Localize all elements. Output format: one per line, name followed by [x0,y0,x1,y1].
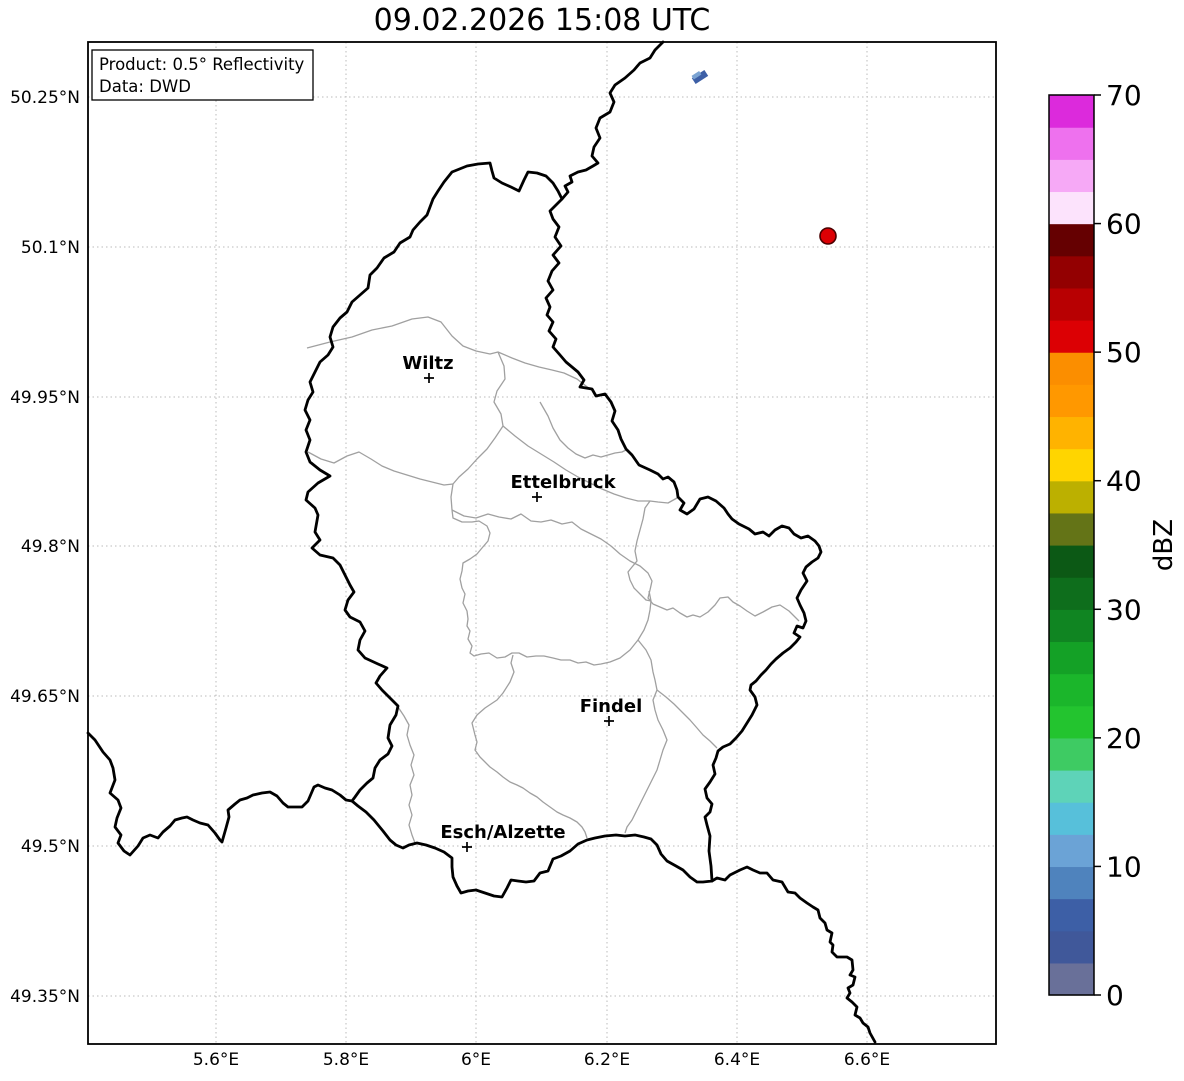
x-tick-label: 5.8°E [323,1050,369,1070]
radar-echoes [691,69,837,245]
x-tick-label: 5.6°E [193,1050,239,1070]
canton-borders [306,316,800,844]
city-label: Ettelbruck [510,472,616,493]
y-tick-label: 50.1°N [21,238,80,258]
luxembourg-border [303,161,823,899]
axes-frame [87,41,997,1045]
colorbar-segment [1049,191,1094,225]
colorbar-segment [1049,802,1094,835]
y-tick-label: 49.8°N [21,537,80,557]
y-tick-label: 49.65°N [10,687,80,707]
plot-title: 09.02.2026 15:08 UTC [374,3,711,38]
colorbar-segment [1049,577,1094,610]
gridlines [88,42,996,1044]
y-tick-label: 49.35°N [10,987,80,1007]
y-tick-label: 49.5°N [21,837,80,857]
city-marker [462,842,472,852]
colorbar-segment [1049,448,1094,482]
colorbar-tick-label: 50 [1106,336,1142,369]
y-tick-label: 49.95°N [10,388,80,408]
colorbar-segment [1049,737,1094,771]
city-label: Esch/Alzette [440,822,565,843]
x-tick-label: 6.2°E [584,1050,630,1070]
city-label: Wiltz [402,353,453,374]
colorbar-tick-label: 20 [1106,722,1142,755]
colorbar-segment [1049,898,1094,932]
colorbar-tick-label: 60 [1106,208,1142,241]
colorbar-segment [1049,384,1094,418]
colorbar-tick-label: 0 [1106,979,1124,1012]
colorbar-segment [1049,352,1094,385]
radar-echo-pixel-highlight [691,71,702,80]
colorbar-segment [1049,930,1094,964]
info-box-source: Data: DWD [99,77,191,96]
colorbar-segment [1049,255,1094,289]
colorbar-frame [1048,94,1095,996]
city-label: Findel [580,696,643,717]
colorbar-tick-label: 30 [1106,593,1142,626]
city-marker [424,373,434,383]
colorbar-segment [1049,95,1094,128]
x-tick-label: 6.4°E [714,1050,760,1070]
city-marker [604,716,614,726]
y-axis-tick-labels: 50.25°N 50.1°N 49.95°N 49.8°N 49.65°N 49.5°N 4… [10,88,80,1007]
colorbar-segment [1049,866,1094,900]
belgium-germany-border [560,40,665,201]
colorbar-tick-label: 40 [1106,465,1142,498]
colorbar: 0 10 20 30 40 50 60 70 [1048,79,1142,1012]
city-markers: Wiltz Ettelbruck Findel Esch/Alzette [402,353,642,852]
colorbar-segment [1049,545,1094,578]
colorbar-segment [1049,480,1094,514]
radar-echo-pixel-core [691,69,709,85]
country-borders [86,40,877,1044]
x-tick-label: 6.6°E [844,1050,890,1070]
france-germany-border [710,865,877,1044]
france-belgium-border [86,731,354,857]
colorbar-segment [1049,673,1094,707]
colorbar-segment [1049,641,1094,675]
colorbar-segment [1049,834,1094,868]
info-box-product: Product: 0.5° Reflectivity [99,55,305,74]
colorbar-segment [1049,770,1094,803]
city-marker [532,492,542,502]
colorbar-tick-label: 70 [1106,79,1142,112]
colorbar-segment [1049,159,1094,193]
colorbar-segment [1049,962,1094,996]
radar-echo-point [819,227,837,245]
info-box-frame [91,49,314,101]
colorbar-segment [1049,705,1094,739]
x-axis-tick-labels: 5.6°E 5.8°E 6°E 6.2°E 6.4°E 6.6°E [193,1050,890,1070]
radar-echo-pixel [691,69,709,85]
colorbar-segment [1049,609,1094,643]
colorbar-unit-label: dBZ [1149,519,1179,571]
x-tick-label: 6°E [461,1050,491,1070]
colorbar-segment [1049,127,1094,160]
y-tick-label: 50.25°N [10,88,80,108]
colorbar-segment [1049,512,1094,546]
colorbar-tick-label: 10 [1106,850,1142,883]
colorbar-segment [1049,320,1094,353]
info-box: Product: 0.5° Reflectivity Data: DWD [91,49,314,101]
colorbar-segment [1049,223,1094,257]
colorbar-segment [1049,287,1094,321]
colorbar-segment [1049,416,1094,450]
